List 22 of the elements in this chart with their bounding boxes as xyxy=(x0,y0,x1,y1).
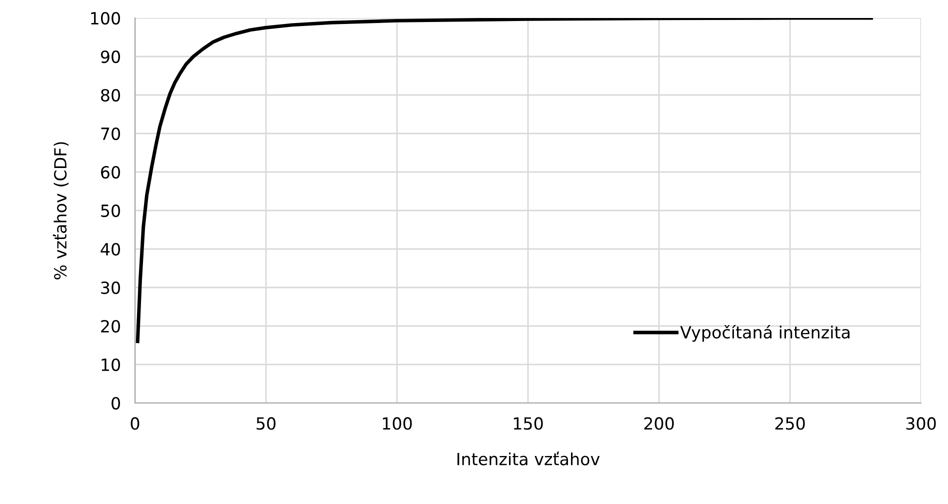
x-tick-label: 0 xyxy=(130,417,140,430)
x-tick-label: 150 xyxy=(514,417,543,430)
x-axis-title: Intenzita vzťahov xyxy=(458,452,600,466)
line-series xyxy=(136,18,873,344)
y-tick-label: 50 xyxy=(101,204,120,218)
y-tick-label: 60 xyxy=(101,166,120,179)
y-tick-label: 20 xyxy=(101,320,120,333)
x-tick-label: 300 xyxy=(906,417,936,430)
x-tick-label: 50 xyxy=(256,417,276,430)
y-tick-label: 90 xyxy=(100,50,120,64)
y-tick-label: 0 xyxy=(112,396,120,410)
y-tick-label: 40 xyxy=(100,242,120,256)
y-tick-label: 10 xyxy=(102,358,120,372)
y-tick-label: 70 xyxy=(101,127,120,140)
y-axis-title: % vzťahov (CDF) xyxy=(52,142,69,280)
x-tick-label: 100 xyxy=(382,417,412,430)
legend-label: Vypočítaná intenzita xyxy=(680,325,850,342)
x-tick-label: 200 xyxy=(644,417,674,430)
y-tick-label: 80 xyxy=(101,88,120,102)
x-tick-label: 250 xyxy=(775,417,805,430)
y-tick-label: 30 xyxy=(101,281,120,294)
y-tick-label: 100 xyxy=(91,12,120,25)
